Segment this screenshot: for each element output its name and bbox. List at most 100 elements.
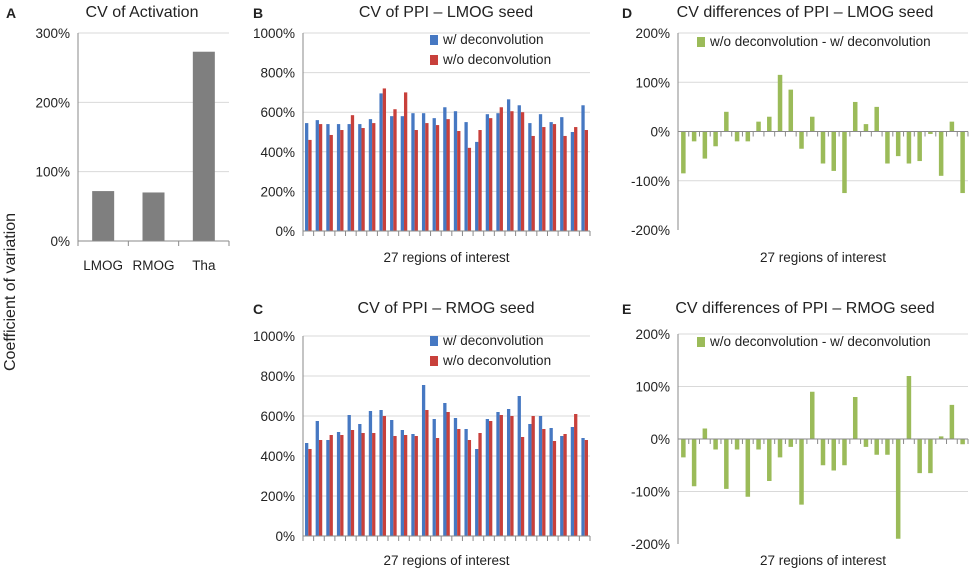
legend-swatch (430, 356, 438, 366)
bar (863, 439, 869, 447)
bar (788, 89, 794, 132)
bar (917, 439, 922, 474)
y-tick-label: 600% (260, 409, 295, 424)
bar (713, 131, 718, 147)
bar (499, 415, 503, 536)
bar (563, 135, 567, 231)
y-tick-label: 200% (635, 26, 670, 41)
bar (315, 421, 319, 536)
bar (691, 439, 697, 487)
bar (852, 101, 858, 132)
bar (560, 436, 564, 536)
bar (777, 74, 783, 132)
bar (361, 128, 365, 231)
bar (496, 113, 500, 231)
panel-letter: B (253, 5, 263, 21)
bar (895, 131, 901, 157)
bar (318, 124, 323, 231)
bar (799, 439, 804, 505)
bar (552, 441, 557, 536)
bar (403, 435, 408, 536)
bar (517, 105, 521, 231)
x-axis-label: 27 regions of interest (383, 250, 509, 265)
bar (560, 117, 564, 231)
bar (734, 439, 740, 450)
legend-label: w/o deconvolution - w/ deconvolution (709, 34, 931, 49)
x-tick-label: RMOG (133, 258, 175, 273)
bar (489, 118, 493, 231)
bar (478, 433, 482, 536)
bar (425, 123, 429, 231)
bar (528, 424, 532, 536)
bar (446, 412, 450, 536)
bar (142, 192, 165, 241)
chart-panel-c: C CV of PPI – RMOG seed 0% 200% 400% 600% 800%… (253, 300, 591, 568)
bar (852, 397, 858, 439)
bar (745, 131, 751, 142)
shared-y-axis-label: Coefficient of variation (2, 213, 19, 371)
y-tick-label: -200% (631, 537, 670, 552)
bar (949, 121, 955, 132)
bar (485, 419, 490, 536)
bar (382, 88, 387, 231)
y-tick-label: 0% (50, 234, 70, 249)
bar (425, 410, 429, 536)
bar (570, 427, 575, 536)
bar (308, 139, 312, 231)
bar (949, 404, 955, 440)
y-tick-label: 200% (35, 95, 70, 110)
bar (326, 124, 330, 231)
bar (799, 131, 804, 149)
chart-title: CV differences of PPI – LMOG seed (677, 4, 934, 21)
bar (467, 147, 472, 231)
legend-swatch (697, 337, 705, 347)
bar (928, 131, 933, 134)
bar (581, 105, 585, 231)
bar (489, 421, 493, 536)
bar (400, 430, 404, 536)
bar (446, 119, 450, 231)
bar (464, 122, 468, 231)
bar (810, 116, 815, 132)
bar (520, 112, 525, 231)
chart-panel-b: B CV of PPI – LMOG seed 0% 200% 400% 600% 800%… (253, 4, 591, 265)
bar (810, 391, 815, 439)
bar (372, 123, 376, 231)
chart-panel-d: D CV differences of PPI – LMOG seed -200% -… (622, 4, 969, 265)
bar (382, 416, 387, 536)
bar (358, 124, 362, 231)
bar (403, 92, 408, 232)
legend-label: w/o deconvolution (442, 52, 551, 67)
chart-title: CV differences of PPI – RMOG seed (675, 300, 934, 317)
bar (842, 131, 847, 194)
bar (453, 418, 458, 536)
bar (368, 119, 373, 231)
y-tick-label: 0% (650, 432, 670, 447)
legend-swatch (697, 37, 705, 47)
bar (329, 435, 333, 536)
y-tick-label: 400% (260, 449, 295, 464)
bar (475, 449, 479, 536)
bar (574, 127, 578, 231)
bar (788, 439, 794, 447)
legend-swatch (430, 35, 438, 45)
bar (329, 134, 333, 231)
bar (361, 433, 365, 536)
bar (443, 403, 447, 536)
bar (831, 439, 836, 471)
bar (421, 385, 426, 536)
bar (960, 439, 965, 445)
panel-letter: A (6, 5, 16, 21)
bar (702, 428, 708, 439)
y-tick-label: 100% (635, 380, 670, 395)
bar (390, 420, 394, 536)
bar (372, 433, 376, 536)
bar (724, 111, 729, 132)
bar (192, 51, 215, 241)
bar (379, 93, 383, 231)
bar (390, 116, 394, 231)
bar (308, 449, 312, 536)
bar (411, 113, 415, 231)
bar (528, 123, 532, 231)
